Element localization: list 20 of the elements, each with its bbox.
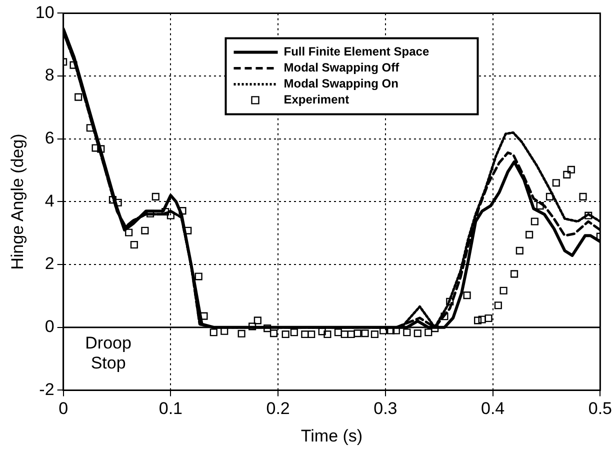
legend-label: Modal Swapping On (284, 76, 398, 91)
ref-line-label: Droop Stop (85, 334, 132, 373)
x-tick-label: 0.5 (588, 399, 612, 418)
x-tick-label: 0 (58, 399, 68, 418)
x-tick-label: 0.4 (480, 399, 505, 418)
x-tick-label: 0.2 (266, 399, 290, 418)
y-tick-label: 2 (44, 254, 54, 274)
y-axis-title: Hinge Angle (deg) (8, 134, 27, 270)
y-tick-label: 6 (44, 128, 54, 148)
y-tick-label: 4 (44, 191, 54, 210)
legend-label: Modal Swapping Off (284, 60, 400, 75)
y-tick-label: 0 (44, 317, 54, 336)
x-axis-title: Time (s) (300, 426, 363, 446)
x-tick-label: 0.3 (374, 399, 398, 418)
x-tick-label: 0.1 (158, 399, 183, 418)
y-tick-label: -2 (39, 380, 54, 399)
y-tick-label: 8 (44, 66, 54, 85)
legend-label: Experiment (284, 92, 350, 107)
legend-label: Full Finite Element Space (284, 44, 430, 59)
y-tick-label: 10 (35, 2, 54, 22)
